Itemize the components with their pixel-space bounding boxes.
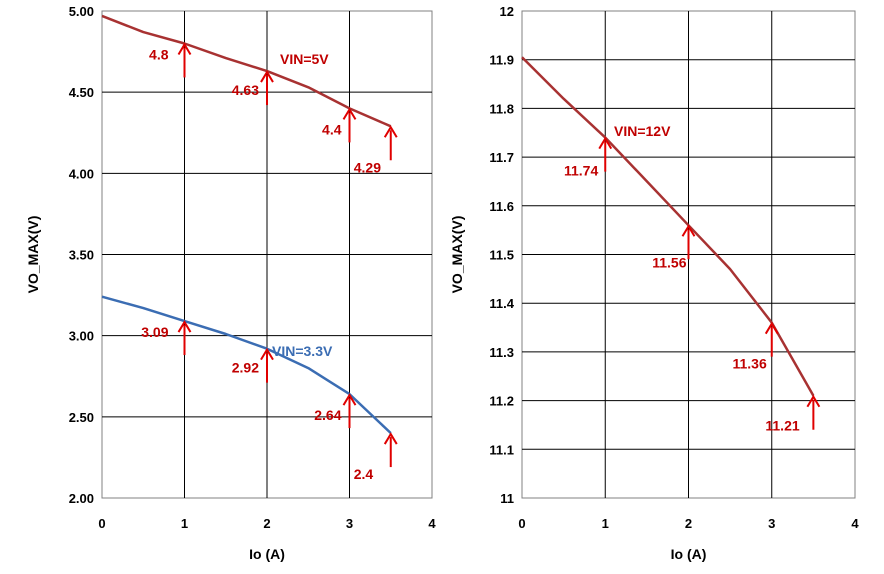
x-tick-label: 0 (518, 516, 525, 531)
arrow-head (383, 432, 398, 445)
arrow-head (598, 136, 613, 150)
y-tick-label: 11.4 (489, 296, 514, 311)
arrow-head (342, 107, 357, 120)
data-label: 11.74 (564, 163, 598, 179)
data-label: 4.8 (149, 46, 169, 62)
arrow-head (260, 347, 274, 361)
y-tick-label: 11 (500, 491, 514, 506)
chart-1: 2.00 2.50 3.00 3.50 4.00 4.50 5.00 0 1 2 3 4 Io (A) V… (25, 4, 436, 562)
x-axis-title: Io (A) (249, 546, 285, 562)
arrow-head (806, 394, 821, 408)
x-axis-title: Io (A) (671, 546, 707, 562)
y-tick-label: 3.50 (69, 248, 94, 263)
x-tick-label: 4 (428, 516, 436, 531)
y-tick-label: 11.8 (489, 101, 514, 116)
x-tick-label: 1 (602, 516, 609, 531)
arrow-head (177, 320, 192, 333)
data-label: 2.92 (232, 360, 259, 376)
data-label: 11.36 (732, 356, 766, 372)
data-label: 3.09 (141, 324, 168, 340)
x-tick-label: 4 (851, 516, 859, 531)
series-line-1 (101, 14, 392, 128)
arrow-head (177, 42, 192, 55)
series-line-1 (521, 56, 815, 397)
chart-2: 1111.111.211.311.411.511.611.711.811.912… (449, 4, 859, 562)
y-axis-title: VO_MAX(V) (449, 216, 465, 294)
y-tick-label: 4.50 (69, 85, 94, 100)
x-tick-label: 2 (685, 516, 692, 531)
data-label: 4.29 (354, 159, 381, 175)
data-label: 11.56 (652, 254, 686, 270)
y-axis-title: VO_MAX(V) (25, 216, 41, 294)
y-tick-label: 11.3 (489, 345, 514, 360)
arrow-head (764, 321, 779, 335)
x-tick-label: 3 (346, 516, 353, 531)
y-tick-label: 11.6 (489, 199, 514, 214)
series-label-1: VIN=5V (280, 51, 329, 67)
y-tick-label: 2.50 (69, 410, 94, 425)
data-label: 11.21 (765, 418, 799, 434)
arrow-head (260, 70, 274, 83)
y-tick-label: 12 (500, 4, 514, 19)
series-label-1: VIN=12V (614, 123, 671, 139)
y-tick-label: 11.7 (489, 150, 514, 165)
y-tick-label: 11.1 (489, 442, 514, 457)
y-tick-label: 11.2 (489, 394, 514, 409)
y-tick-label: 2.00 (69, 491, 94, 506)
series-label-2: VIN=3.3V (272, 343, 333, 359)
y-tick-label: 11.5 (489, 248, 514, 263)
arrow-head (342, 393, 357, 406)
x-tick-label: 0 (98, 516, 105, 531)
x-tick-label: 2 (263, 516, 270, 531)
y-tick-label: 5.00 (69, 4, 94, 19)
data-label: 2.4 (354, 466, 374, 482)
arrow-head (681, 224, 696, 237)
y-tick-label: 3.00 (69, 329, 94, 344)
y-tick-label: 4.00 (69, 166, 94, 181)
arrow-head (383, 125, 398, 138)
x-tick-label: 1 (181, 516, 188, 531)
data-label: 2.64 (314, 407, 341, 423)
data-label: 4.4 (322, 121, 342, 137)
y-tick-label: 11.9 (489, 53, 514, 68)
x-tick-label: 3 (768, 516, 775, 531)
data-label: 4.63 (232, 82, 259, 98)
series-line-2 (101, 295, 392, 435)
